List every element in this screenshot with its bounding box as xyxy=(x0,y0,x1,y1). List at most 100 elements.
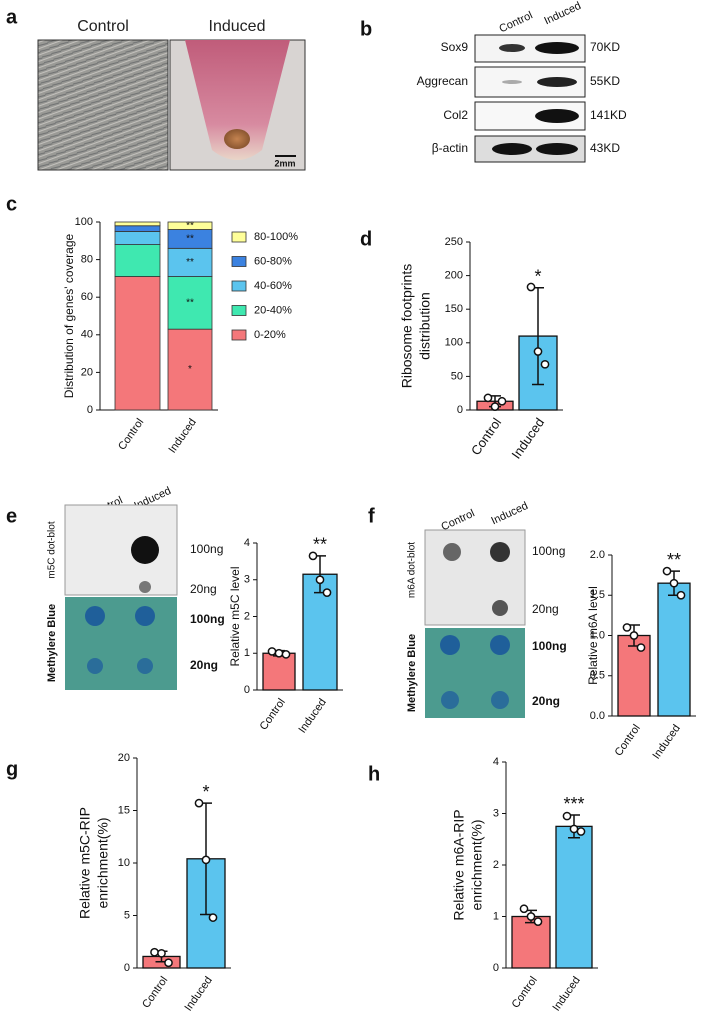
amount-label: 100ng xyxy=(532,639,567,653)
y-tick-label: 100 xyxy=(445,337,463,349)
data-point xyxy=(322,588,332,597)
annotation: ** xyxy=(186,234,194,245)
y-axis-label: Ribosome footprints xyxy=(399,264,415,389)
micrograph xyxy=(37,39,169,171)
legend-swatch xyxy=(231,231,247,243)
data-point xyxy=(662,566,672,576)
pellet xyxy=(224,129,250,149)
y-axis-label: enrichment(%) xyxy=(95,817,111,908)
data-point xyxy=(157,948,166,958)
blot-label: Methylere Blue xyxy=(46,604,58,682)
y-tick-label: 150 xyxy=(445,303,463,315)
bar-segment xyxy=(167,247,213,277)
amount-label: 100ng xyxy=(190,612,225,626)
annotation: ** xyxy=(186,297,194,308)
size-label: 70KD xyxy=(590,40,620,54)
data-point xyxy=(636,643,646,652)
amount-label: 100ng xyxy=(532,544,565,558)
data-point xyxy=(526,282,536,292)
data-point xyxy=(519,904,529,914)
bar xyxy=(511,915,551,969)
y-tick-label: 0 xyxy=(87,404,93,416)
y-tick-label: 1.0 xyxy=(590,629,605,641)
legend-swatch xyxy=(231,305,247,316)
size-label: 55KD xyxy=(590,74,620,88)
y-tick-label: 1 xyxy=(493,910,499,922)
y-tick-label: 1.5 xyxy=(590,589,605,601)
legend-label: 0-20% xyxy=(254,329,286,341)
amount-label: 100ng xyxy=(190,542,223,556)
x-tick-label: Induced xyxy=(167,417,199,456)
bar xyxy=(302,573,338,691)
data-point xyxy=(201,855,211,865)
panel-letter: f xyxy=(368,505,375,527)
legend-label: 60-80% xyxy=(254,255,292,267)
annotation: * xyxy=(202,782,209,802)
y-tick-label: 3 xyxy=(244,574,250,586)
y-tick-label: 15 xyxy=(118,804,130,816)
protein-label: Aggrecan xyxy=(417,74,468,88)
y-tick-label: 5 xyxy=(124,909,130,921)
y-tick-label: 20 xyxy=(81,366,93,378)
data-point xyxy=(533,347,543,356)
dot-blot xyxy=(64,504,178,690)
size-label: 141KD xyxy=(590,108,627,122)
y-tick-label: 1 xyxy=(244,647,250,659)
data-point xyxy=(497,396,507,406)
panel-letter: c xyxy=(6,193,17,215)
x-tick-label: Control xyxy=(468,415,504,458)
y-tick-label: 0 xyxy=(244,684,250,696)
y-tick-label: 80 xyxy=(81,254,93,266)
bar-segment xyxy=(114,230,161,245)
amount-label: 20ng xyxy=(532,602,559,616)
column-label: Induced xyxy=(542,0,583,27)
y-tick-label: 20 xyxy=(118,752,130,764)
protein-label: β-actin xyxy=(432,141,468,155)
bar-segment xyxy=(114,276,161,411)
y-tick-label: 40 xyxy=(81,329,93,341)
x-tick-label: Control xyxy=(613,723,643,759)
annotation: ** xyxy=(313,535,327,555)
image-label: Induced xyxy=(209,18,266,35)
y-tick-label: 2 xyxy=(493,859,499,871)
column-label: Induced xyxy=(489,500,530,527)
column-label: Control xyxy=(439,507,476,533)
blot-label: m6A dot-blot xyxy=(407,542,418,598)
data-point xyxy=(533,917,543,927)
bar-segment xyxy=(167,276,213,330)
data-point xyxy=(576,827,586,836)
panel-letter: a xyxy=(6,6,18,28)
panel-letter: g xyxy=(6,758,18,780)
data-point xyxy=(622,623,632,632)
y-tick-label: 100 xyxy=(75,216,93,228)
data-point xyxy=(194,798,204,808)
annotation: * xyxy=(188,364,192,375)
legend-label: 40-60% xyxy=(254,280,292,292)
y-tick-label: 0 xyxy=(124,962,130,974)
y-tick-label: 2.0 xyxy=(590,549,605,561)
data-point xyxy=(540,359,550,369)
x-tick-label: Induced xyxy=(651,723,683,762)
amount-label: 20ng xyxy=(190,582,217,596)
y-tick-label: 0.0 xyxy=(590,710,605,722)
x-tick-label: Control xyxy=(258,697,288,733)
annotation: ** xyxy=(186,257,194,268)
x-tick-label: Induced xyxy=(551,975,583,1014)
data-point xyxy=(274,648,284,658)
bar xyxy=(657,582,691,717)
y-tick-label: 4 xyxy=(493,756,499,768)
column-label: Control xyxy=(497,9,534,35)
x-tick-label: Control xyxy=(116,417,146,453)
x-tick-label: Induced xyxy=(183,975,215,1014)
protein-label: Col2 xyxy=(443,108,468,122)
protein-label: Sox9 xyxy=(441,40,469,54)
y-axis-label: Relative m6A-RIP xyxy=(451,809,467,920)
x-tick-label: Control xyxy=(510,975,540,1011)
y-axis-label: Relative m5C level xyxy=(228,566,242,666)
y-tick-label: 0.5 xyxy=(590,670,605,682)
data-point xyxy=(676,590,686,600)
x-tick-label: Induced xyxy=(508,415,547,462)
data-point xyxy=(150,947,159,957)
y-tick-label: 4 xyxy=(244,537,250,549)
